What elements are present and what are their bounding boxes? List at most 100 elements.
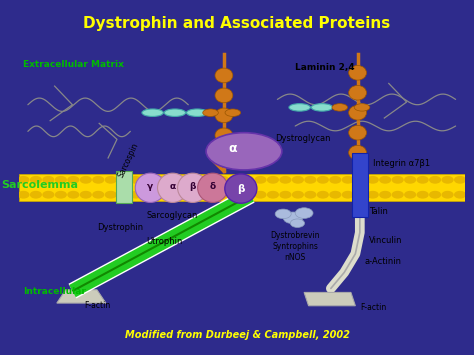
Circle shape	[268, 176, 278, 183]
Ellipse shape	[349, 145, 366, 160]
Ellipse shape	[349, 86, 366, 100]
Circle shape	[455, 192, 465, 198]
Circle shape	[295, 208, 313, 218]
Circle shape	[130, 192, 141, 198]
Text: Dystrobrevin
Syntrophins
nNOS: Dystrobrevin Syntrophins nNOS	[271, 231, 320, 262]
Text: Sarcospin: Sarcospin	[117, 141, 140, 179]
Circle shape	[392, 192, 403, 198]
Circle shape	[205, 192, 216, 198]
Ellipse shape	[215, 128, 233, 143]
Ellipse shape	[332, 104, 347, 111]
Circle shape	[243, 192, 253, 198]
Circle shape	[255, 176, 266, 183]
Text: γ: γ	[147, 182, 154, 191]
Circle shape	[405, 176, 416, 183]
Circle shape	[268, 192, 278, 198]
Circle shape	[417, 176, 428, 183]
Circle shape	[118, 176, 128, 183]
Circle shape	[292, 192, 303, 198]
Polygon shape	[304, 293, 356, 306]
Circle shape	[283, 212, 303, 224]
Text: Utrophin: Utrophin	[146, 237, 182, 246]
Ellipse shape	[225, 109, 241, 116]
Ellipse shape	[178, 173, 208, 202]
Text: δ: δ	[210, 182, 216, 191]
Circle shape	[330, 192, 341, 198]
Circle shape	[93, 176, 104, 183]
Ellipse shape	[215, 108, 233, 123]
Circle shape	[367, 192, 378, 198]
Circle shape	[392, 176, 403, 183]
Circle shape	[81, 192, 91, 198]
Circle shape	[193, 192, 203, 198]
Text: F-actin: F-actin	[84, 301, 110, 310]
Ellipse shape	[215, 88, 233, 103]
Ellipse shape	[354, 104, 370, 111]
Circle shape	[205, 176, 216, 183]
Text: α: α	[228, 142, 237, 155]
Text: Sarcoglycan: Sarcoglycan	[147, 211, 198, 220]
Ellipse shape	[225, 174, 257, 203]
Ellipse shape	[203, 109, 219, 116]
Circle shape	[43, 176, 54, 183]
Circle shape	[292, 176, 303, 183]
Circle shape	[55, 192, 66, 198]
Ellipse shape	[164, 109, 186, 116]
Circle shape	[18, 192, 29, 198]
Circle shape	[168, 192, 179, 198]
Circle shape	[367, 176, 378, 183]
Text: a-Actinin: a-Actinin	[364, 257, 401, 266]
Circle shape	[68, 192, 79, 198]
Circle shape	[193, 176, 203, 183]
Circle shape	[280, 176, 291, 183]
Circle shape	[305, 176, 316, 183]
Circle shape	[105, 176, 116, 183]
Circle shape	[330, 176, 341, 183]
Circle shape	[442, 192, 453, 198]
Ellipse shape	[198, 173, 228, 202]
Circle shape	[355, 192, 365, 198]
Ellipse shape	[135, 173, 165, 202]
Circle shape	[318, 176, 328, 183]
Text: Dystroglycan: Dystroglycan	[275, 133, 331, 142]
Circle shape	[168, 176, 179, 183]
Circle shape	[180, 176, 191, 183]
Bar	[116, 171, 132, 203]
Bar	[19, 174, 465, 201]
Circle shape	[30, 192, 41, 198]
Circle shape	[130, 176, 141, 183]
Circle shape	[442, 176, 453, 183]
Ellipse shape	[215, 148, 233, 163]
Ellipse shape	[349, 105, 366, 120]
Bar	[352, 153, 368, 217]
Circle shape	[342, 192, 353, 198]
Circle shape	[105, 192, 116, 198]
Circle shape	[81, 176, 91, 183]
Circle shape	[230, 176, 241, 183]
Ellipse shape	[349, 65, 366, 80]
Circle shape	[18, 176, 29, 183]
Circle shape	[430, 176, 440, 183]
Ellipse shape	[349, 125, 366, 140]
Text: F-actin: F-actin	[360, 302, 386, 312]
Circle shape	[455, 176, 465, 183]
Circle shape	[143, 192, 154, 198]
Circle shape	[218, 192, 228, 198]
Text: Laminin 2,4: Laminin 2,4	[295, 63, 355, 72]
Circle shape	[255, 192, 266, 198]
Circle shape	[43, 192, 54, 198]
Ellipse shape	[206, 133, 282, 170]
Circle shape	[155, 176, 166, 183]
Circle shape	[318, 192, 328, 198]
Text: β: β	[237, 184, 245, 193]
Circle shape	[380, 192, 391, 198]
Circle shape	[380, 176, 391, 183]
Ellipse shape	[215, 68, 233, 83]
Text: Talin: Talin	[369, 207, 388, 216]
Circle shape	[275, 209, 291, 219]
Circle shape	[243, 176, 253, 183]
Circle shape	[430, 192, 440, 198]
Ellipse shape	[186, 109, 208, 116]
Circle shape	[305, 192, 316, 198]
Circle shape	[355, 176, 365, 183]
